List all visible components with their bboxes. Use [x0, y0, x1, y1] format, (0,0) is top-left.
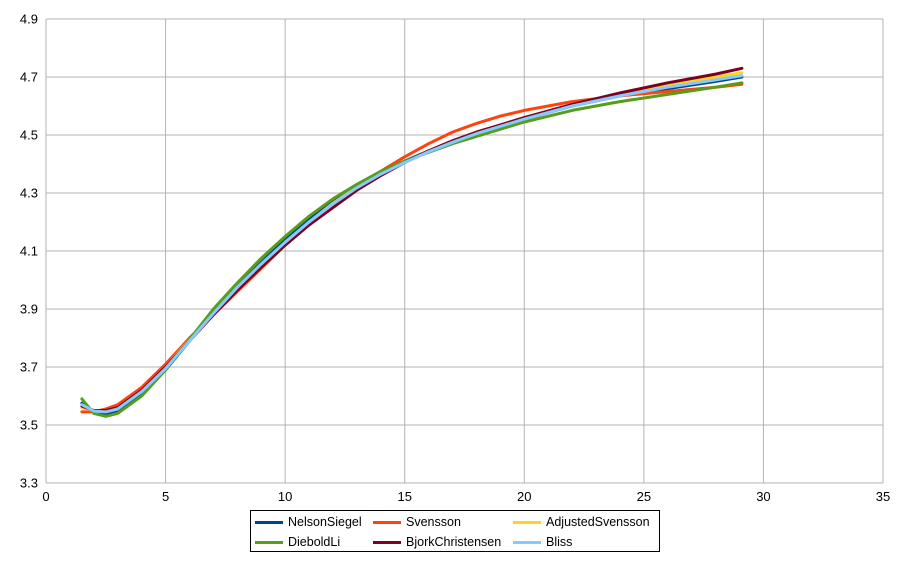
series-line-bliss [80, 74, 744, 414]
y-tick-label: 4.1 [20, 244, 38, 259]
legend-swatch [373, 520, 401, 524]
y-tick-label: 4.5 [20, 128, 38, 143]
y-tick-label: 3.7 [20, 360, 38, 375]
y-tick-label: 3.3 [20, 476, 38, 491]
x-tick-label: 15 [397, 489, 411, 504]
legend-item-nelsonsiegel: NelsonSiegel [255, 512, 373, 532]
legend-item-svensson: Svensson [373, 512, 513, 532]
legend-swatch [373, 540, 401, 544]
line-chart: 4.9 4.7 4.5 4.3 4.1 3.9 3.7 3.5 3.3 0 5 10 15 20 25 30… [20, 12, 890, 505]
y-tick-label: 4.7 [20, 70, 38, 85]
x-tick-label: 25 [637, 489, 651, 504]
x-tick-label: 35 [876, 489, 890, 504]
gridlines [45, 18, 884, 484]
y-tick-label: 3.9 [20, 302, 38, 317]
legend-swatch [255, 540, 283, 544]
legend-label: DieboldLi [288, 535, 341, 549]
legend-item-bliss: Bliss [513, 532, 663, 552]
x-tick-label: 5 [162, 489, 169, 504]
legend-label: BjorkChristensen [406, 535, 502, 549]
legend-swatch [513, 520, 541, 524]
x-tick-label: 0 [42, 489, 49, 504]
x-tick-label: 20 [517, 489, 531, 504]
series-line-nelsonsiegel [80, 75, 744, 415]
series-line-dieboldli [80, 81, 744, 418]
legend-item-bjorkchristensen: BjorkChristensen [373, 532, 513, 552]
y-tick-label: 4.3 [20, 186, 38, 201]
legend-label: Svensson [406, 515, 461, 529]
y-axis-tick-labels: 4.9 4.7 4.5 4.3 4.1 3.9 3.7 3.5 3.3 [20, 12, 38, 491]
x-axis-tick-labels: 0 5 10 15 20 25 30 35 [42, 489, 890, 504]
series-line-adjustedsvensson [80, 71, 744, 412]
legend: NelsonSiegel Svensson AdjustedSvensson Dieb… [250, 510, 660, 552]
series-line-bjorkchristensen [80, 66, 744, 412]
legend-label: NelsonSiegel [288, 515, 362, 529]
series-line-svensson [80, 82, 744, 414]
legend-swatch [255, 520, 283, 524]
legend-label: Bliss [546, 535, 573, 549]
legend-item-adjustedsvensson: AdjustedSvensson [513, 512, 663, 532]
legend-label: AdjustedSvensson [546, 515, 650, 529]
x-tick-label: 10 [278, 489, 292, 504]
x-tick-label: 30 [756, 489, 770, 504]
y-tick-label: 4.9 [20, 12, 38, 27]
legend-item-dieboldli: DieboldLi [255, 532, 373, 552]
series-lines [80, 66, 744, 418]
legend-swatch [513, 540, 541, 544]
y-tick-label: 3.5 [20, 418, 38, 433]
